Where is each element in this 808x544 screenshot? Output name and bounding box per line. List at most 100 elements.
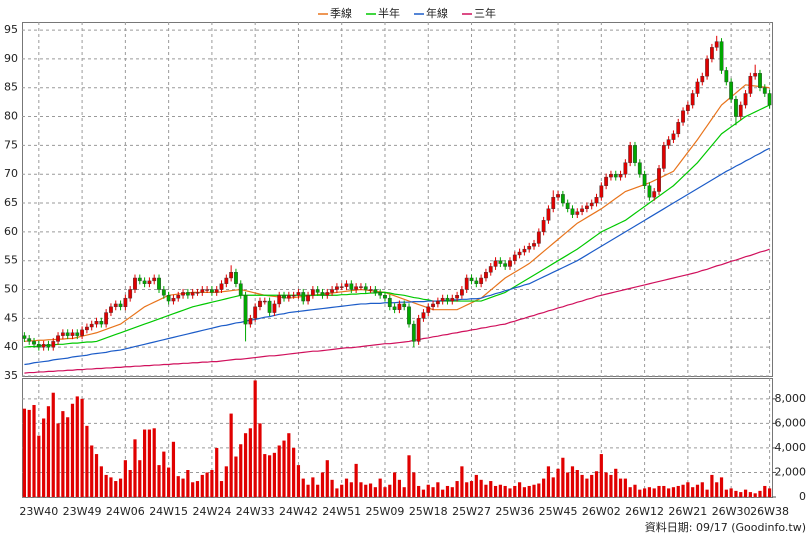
- y-tick-label: 70: [4, 167, 18, 180]
- candle-body: [286, 295, 291, 299]
- y-tick-label: 65: [4, 196, 18, 209]
- candle-body: [176, 295, 181, 299]
- candle-body: [604, 176, 609, 186]
- candle-body: [685, 104, 690, 111]
- volume-bar: [46, 406, 51, 497]
- volume-bar: [335, 488, 339, 497]
- candle-body: [354, 286, 359, 290]
- volume-bar: [700, 482, 704, 497]
- candle-body: [618, 174, 623, 178]
- candle-body: [205, 289, 209, 291]
- candle-body: [243, 295, 248, 325]
- candle-body: [248, 318, 253, 325]
- y-tick-label: 95: [4, 23, 18, 36]
- volume-bar: [758, 490, 762, 497]
- y-tick-label: 40: [4, 340, 18, 353]
- volume-bar: [642, 488, 647, 497]
- candle-body: [166, 295, 171, 302]
- candle-body: [690, 93, 695, 106]
- volume-bar: [417, 485, 421, 497]
- candle-body: [589, 202, 594, 207]
- candle-body: [695, 81, 700, 94]
- volume-bar: [739, 492, 743, 497]
- candle-body: [224, 277, 229, 284]
- candle-body: [315, 289, 320, 293]
- candle-body: [527, 246, 532, 250]
- candle-body: [133, 277, 137, 290]
- candle-body: [157, 277, 161, 290]
- volume-bar: [426, 484, 430, 497]
- y-tick-label: 60: [4, 225, 18, 238]
- candle-body: [613, 174, 618, 178]
- candle-body: [41, 344, 46, 348]
- volume-bar: [171, 441, 176, 497]
- volume-bar: [56, 423, 60, 497]
- candle-body: [484, 272, 488, 279]
- volume-bar: [763, 485, 767, 497]
- volume-bar: [70, 403, 75, 497]
- volume-bar: [431, 487, 435, 497]
- candle-body: [378, 292, 383, 296]
- y-tick-label: 50: [4, 283, 18, 296]
- ma-line: [24, 104, 770, 348]
- candle-body: [666, 139, 671, 146]
- candle-body: [214, 289, 219, 293]
- volume-bar: [272, 452, 277, 497]
- volume-bar: [580, 474, 584, 497]
- candle-body: [729, 81, 734, 100]
- candle-body: [363, 286, 368, 290]
- candle-body: [277, 295, 282, 305]
- candle-body: [661, 145, 666, 169]
- volume-bar: [75, 396, 79, 497]
- volume-bar: [724, 489, 728, 497]
- candle-body: [734, 99, 738, 117]
- candle-body: [493, 260, 498, 267]
- y-tick-label: 85: [4, 81, 18, 94]
- candle-body: [60, 332, 65, 336]
- candle-body: [75, 332, 80, 336]
- y2-tick-label: 2,000: [775, 465, 807, 478]
- candle-body: [330, 289, 334, 293]
- candle-body: [185, 292, 190, 296]
- candle-body: [767, 93, 772, 106]
- volume-bar: [301, 478, 305, 497]
- legend-label: 年線: [426, 6, 448, 20]
- candle-body: [219, 283, 224, 290]
- volume-bar: [138, 460, 142, 497]
- candle-body: [748, 75, 753, 94]
- volume-bar: [614, 468, 618, 497]
- volume-bar: [498, 484, 502, 497]
- candle-body: [335, 286, 339, 290]
- candle-body: [431, 303, 435, 308]
- volume-bar: [210, 470, 214, 497]
- x-tick-label: 24W15: [149, 505, 188, 518]
- volume-bar: [234, 456, 238, 497]
- candle-body: [637, 162, 642, 175]
- volume-bar: [671, 487, 676, 497]
- candle-body: [738, 104, 743, 117]
- ma-line: [24, 147, 770, 366]
- volume-bar: [753, 493, 757, 497]
- volume-bar: [402, 487, 406, 497]
- candle-body: [65, 332, 70, 336]
- volume-bar: [99, 466, 103, 497]
- volume-bar: [392, 472, 397, 497]
- candle-body: [339, 286, 344, 288]
- volume-bar: [455, 481, 459, 497]
- candle-body: [411, 323, 416, 342]
- candle-body: [700, 75, 705, 83]
- volume-bar: [325, 460, 329, 497]
- volume-bar: [633, 484, 637, 497]
- volume-bar: [42, 418, 46, 497]
- volume-bar: [686, 482, 690, 497]
- x-tick-label: 25W27: [452, 505, 491, 518]
- candle-body: [647, 185, 652, 198]
- volume-bar: [224, 466, 228, 497]
- y2-tick-label: 0: [799, 490, 806, 503]
- x-tick-label: 26W02: [582, 505, 621, 518]
- candle-body: [541, 220, 546, 233]
- volume-bar: [695, 484, 700, 497]
- volume-bar: [186, 470, 190, 497]
